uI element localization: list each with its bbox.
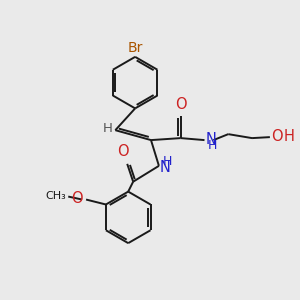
Text: N: N	[206, 132, 216, 147]
Text: CH₃: CH₃	[46, 190, 66, 201]
Text: Br: Br	[128, 41, 143, 55]
Text: H: H	[163, 155, 172, 168]
Text: O: O	[175, 98, 187, 112]
Text: O: O	[71, 191, 83, 206]
Text: H: H	[208, 139, 217, 152]
Text: H: H	[103, 122, 112, 135]
Text: O: O	[117, 144, 129, 159]
Text: H: H	[284, 129, 295, 144]
Text: N: N	[160, 160, 171, 175]
Text: O: O	[271, 129, 283, 144]
